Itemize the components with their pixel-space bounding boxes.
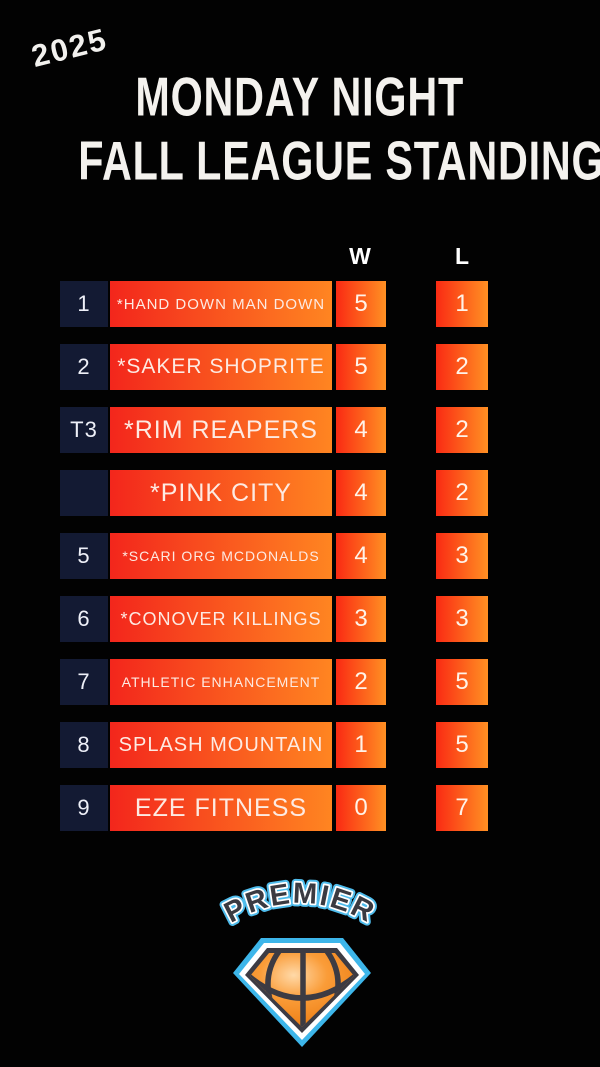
table-row: 9 EZE FITNESS 0 7 xyxy=(0,785,600,831)
rank-cell: 6 xyxy=(60,596,108,642)
team-name: *HAND DOWN MAN DOWN xyxy=(116,295,326,313)
wins-cell: 3 xyxy=(336,596,386,642)
team-name: *RIM REAPERS xyxy=(124,415,318,444)
svg-text:PREMIER: PREMIER xyxy=(219,878,380,930)
rank-cell: T3 xyxy=(60,407,108,453)
team-name: *PINK CITY xyxy=(150,478,292,507)
wins-cell: 4 xyxy=(336,407,386,453)
wins-cell: 2 xyxy=(336,659,386,705)
wins-cell: 4 xyxy=(336,470,386,516)
table-row: 8 SPLASH MOUNTAIN 1 5 xyxy=(0,722,600,768)
losses-cell: 1 xyxy=(436,281,488,327)
losses-cell: 5 xyxy=(436,722,488,768)
diamond-basketball-icon xyxy=(233,938,371,1047)
column-header-wins: W xyxy=(349,243,371,269)
team-bar: *PINK CITY xyxy=(110,470,332,516)
table-row: 1 *HAND DOWN MAN DOWN 5 1 xyxy=(0,281,600,327)
rank-cell: 2 xyxy=(60,344,108,390)
table-row: T3 *RIM REAPERS 4 2 xyxy=(0,407,600,453)
losses-cell: 2 xyxy=(436,470,488,516)
table-row: *PINK CITY 4 2 xyxy=(0,470,600,516)
team-name: *CONOVER KILLINGS xyxy=(120,608,322,629)
wins-cell: 4 xyxy=(336,533,386,579)
team-bar: *SCARI ORG MCDONALDS xyxy=(110,533,332,579)
wins-cell: 0 xyxy=(336,785,386,831)
rank-cell: 1 xyxy=(60,281,108,327)
table-row: 7 ATHLETIC ENHANCEMENT 2 5 xyxy=(0,659,600,705)
logo-wordmark: PREMIER PREMIER PREMIER xyxy=(216,874,383,933)
page-title: MONDAY NIGHT FALL LEAGUE STANDINGS xyxy=(0,66,600,194)
losses-cell: 2 xyxy=(436,407,488,453)
rank-cell: 9 xyxy=(60,785,108,831)
team-bar: *HAND DOWN MAN DOWN xyxy=(110,281,332,327)
losses-cell: 2 xyxy=(436,344,488,390)
losses-cell: 5 xyxy=(436,659,488,705)
title-line-2: FALL LEAGUE STANDINGS xyxy=(78,130,600,193)
rank-cell: 8 xyxy=(60,722,108,768)
rank-cell xyxy=(60,470,108,516)
team-bar: *CONOVER KILLINGS xyxy=(110,596,332,642)
team-name: EZE FITNESS xyxy=(134,793,308,822)
table-row: 6 *CONOVER KILLINGS 3 3 xyxy=(0,596,600,642)
team-name: ATHLETIC ENHANCEMENT xyxy=(121,674,321,690)
table-row: 5 *SCARI ORG MCDONALDS 4 3 xyxy=(0,533,600,579)
logo-text: PREMIER xyxy=(219,878,378,930)
title-line-1: MONDAY NIGHT xyxy=(135,66,465,129)
table-row: 2 *SAKER SHOPRITE 5 2 xyxy=(0,344,600,390)
team-name: *SAKER SHOPRITE xyxy=(117,355,325,378)
losses-cell: 7 xyxy=(436,785,488,831)
rank-cell: 5 xyxy=(60,533,108,579)
wins-cell: 1 xyxy=(336,722,386,768)
wins-cell: 5 xyxy=(336,344,386,390)
column-header-losses: L xyxy=(454,243,470,269)
team-bar: SPLASH MOUNTAIN xyxy=(110,722,332,768)
team-name: *SCARI ORG MCDONALDS xyxy=(122,548,320,564)
rank-cell: 7 xyxy=(60,659,108,705)
team-bar: *RIM REAPERS xyxy=(110,407,332,453)
team-bar: *SAKER SHOPRITE xyxy=(110,344,332,390)
losses-cell: 3 xyxy=(436,533,488,579)
losses-cell: 3 xyxy=(436,596,488,642)
team-bar: ATHLETIC ENHANCEMENT xyxy=(110,659,332,705)
team-name: SPLASH MOUNTAIN xyxy=(118,733,324,756)
wins-cell: 5 xyxy=(336,281,386,327)
team-bar: EZE FITNESS xyxy=(110,785,332,831)
